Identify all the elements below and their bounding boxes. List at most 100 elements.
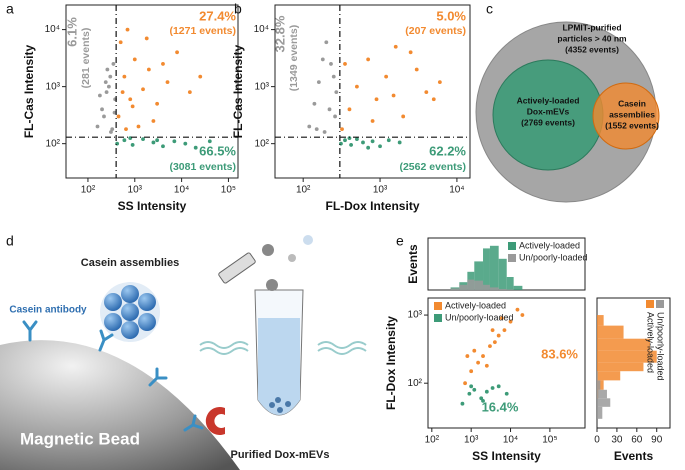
annotation: 5.0% bbox=[436, 8, 466, 23]
point bbox=[437, 80, 442, 85]
point bbox=[401, 114, 406, 119]
point bbox=[484, 389, 489, 394]
point bbox=[460, 401, 465, 406]
point bbox=[370, 119, 375, 123]
magnet bbox=[205, 407, 225, 436]
annotation-sub: (1271 events) bbox=[169, 25, 236, 37]
point bbox=[463, 381, 467, 386]
y-axis-label: FL-Cas Intensity bbox=[231, 45, 245, 139]
y-axis-label: FL-Cas Intensity bbox=[22, 45, 36, 139]
legend-swatch bbox=[434, 314, 442, 322]
legend-swatch bbox=[434, 302, 442, 310]
annotation: 66.5% bbox=[199, 143, 236, 158]
point bbox=[355, 84, 359, 89]
point bbox=[146, 67, 151, 72]
point bbox=[366, 145, 371, 150]
annotation-sub: (281 events) bbox=[80, 28, 92, 89]
point bbox=[366, 57, 371, 62]
illustration-label: Casein assemblies bbox=[81, 257, 179, 269]
point bbox=[151, 140, 156, 145]
x-tick-label: 10⁴ bbox=[449, 185, 464, 196]
point bbox=[165, 80, 170, 85]
hist-bar bbox=[483, 284, 490, 290]
venn-right-label: assemblies bbox=[609, 109, 655, 119]
x-tick-label: 0 bbox=[594, 435, 600, 446]
point bbox=[316, 80, 321, 85]
point bbox=[329, 62, 333, 66]
point bbox=[384, 74, 389, 79]
y-tick-label: 10⁴ bbox=[254, 24, 269, 35]
x-tick-label: 10² bbox=[425, 435, 440, 446]
point bbox=[141, 137, 145, 142]
y-axis-label: FL-Dox Intensity bbox=[384, 316, 398, 410]
legend-swatch bbox=[508, 254, 516, 262]
point bbox=[393, 44, 398, 49]
hist-bar bbox=[597, 371, 621, 381]
point bbox=[334, 90, 339, 95]
point bbox=[132, 57, 137, 62]
hist-bar bbox=[506, 277, 514, 290]
y-tick-label: 10² bbox=[46, 138, 61, 149]
point bbox=[504, 391, 509, 396]
x-tick-label: 10⁴ bbox=[174, 185, 189, 196]
point bbox=[183, 141, 188, 146]
arrow bbox=[199, 341, 249, 355]
venn-right bbox=[592, 82, 660, 150]
legend-label: Un/poorly-loaded bbox=[445, 312, 514, 322]
hist-bar bbox=[597, 338, 651, 351]
point bbox=[172, 139, 177, 144]
point bbox=[125, 27, 130, 32]
point bbox=[130, 143, 135, 147]
point bbox=[355, 137, 359, 142]
hist-bar bbox=[597, 315, 604, 326]
annotation-sub: (207 events) bbox=[405, 25, 466, 37]
annotation: 16.4% bbox=[482, 399, 519, 414]
point bbox=[431, 97, 436, 102]
point bbox=[488, 344, 492, 349]
annotation: 27.4% bbox=[199, 8, 236, 23]
point bbox=[100, 107, 104, 112]
x-axis-label: SS Intensity bbox=[472, 449, 541, 463]
hist-bar bbox=[483, 248, 490, 290]
point bbox=[492, 340, 497, 345]
hist-bar bbox=[513, 285, 523, 290]
annotation-sub: (1349 events) bbox=[288, 25, 300, 92]
point bbox=[331, 74, 336, 79]
point bbox=[314, 127, 319, 132]
point bbox=[347, 136, 352, 141]
point bbox=[144, 36, 149, 41]
hist-bar bbox=[597, 398, 611, 407]
point bbox=[108, 74, 113, 79]
point bbox=[155, 101, 160, 106]
point bbox=[124, 127, 128, 132]
point bbox=[333, 114, 337, 119]
vesicles bbox=[262, 235, 313, 291]
point bbox=[109, 130, 113, 134]
y-axis-label: Events bbox=[406, 244, 420, 284]
hist-bar bbox=[489, 287, 499, 290]
point bbox=[490, 328, 495, 333]
point bbox=[116, 114, 121, 119]
y-tick-label: 10⁴ bbox=[45, 24, 60, 35]
venn-right-label: (1552 events) bbox=[605, 120, 659, 130]
antibodies bbox=[22, 320, 204, 432]
hist-bar bbox=[459, 284, 468, 290]
point bbox=[175, 50, 179, 55]
point bbox=[469, 384, 474, 389]
plot-frame bbox=[427, 297, 586, 429]
point bbox=[499, 316, 504, 321]
illustration-label: Purified Dox-mEVs bbox=[230, 449, 329, 461]
annotation: 62.2% bbox=[429, 143, 466, 158]
point bbox=[320, 57, 325, 62]
point bbox=[481, 398, 485, 403]
legend-swatch bbox=[656, 300, 664, 308]
point bbox=[128, 97, 133, 102]
x-tick-label: 10⁴ bbox=[503, 435, 518, 446]
plot-frame bbox=[274, 4, 471, 179]
x-tick-label: 10⁵ bbox=[542, 435, 557, 446]
panel-label: d bbox=[6, 233, 14, 249]
illustration-label: Casein antibody bbox=[9, 305, 87, 316]
point bbox=[130, 104, 135, 109]
point bbox=[490, 386, 495, 390]
y-tick-label: 10³ bbox=[255, 81, 270, 92]
